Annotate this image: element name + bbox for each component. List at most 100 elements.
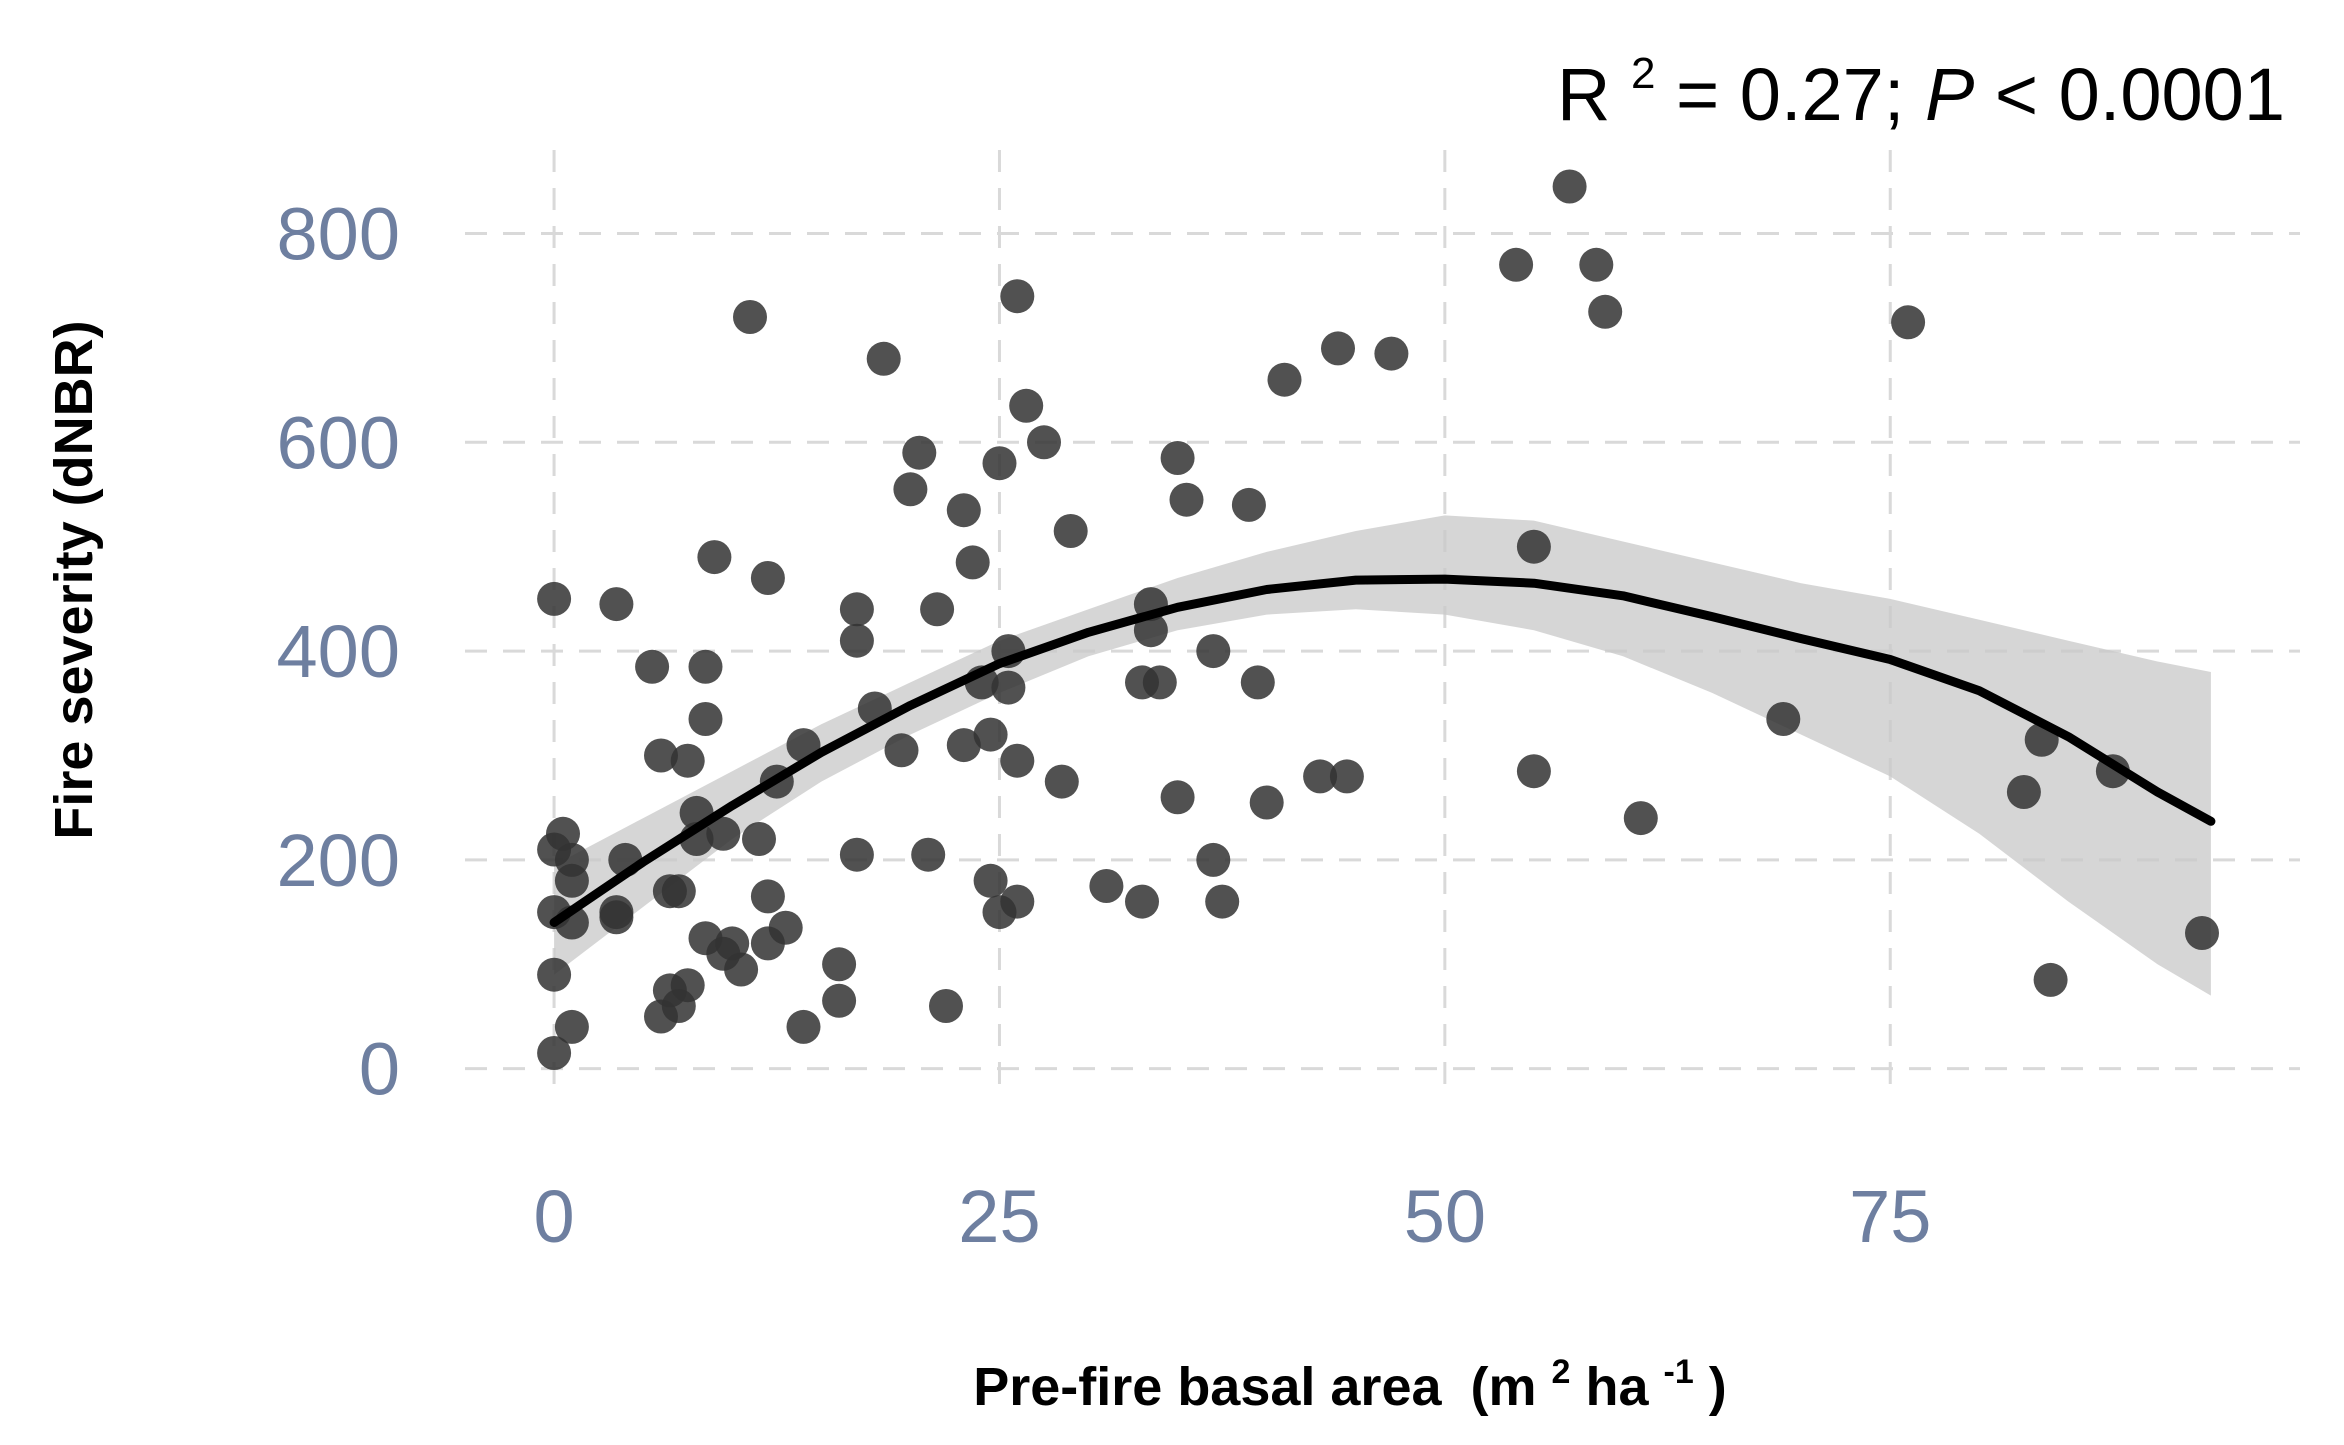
x-axis-unit-sup2: -1 bbox=[1664, 1353, 1694, 1391]
y-tick-label: 200 bbox=[277, 819, 400, 902]
data-point bbox=[1623, 801, 1658, 836]
data-point bbox=[973, 863, 1008, 898]
data-point bbox=[715, 926, 750, 961]
stat-r-sup: 2 bbox=[1631, 49, 1655, 98]
data-point bbox=[1766, 702, 1801, 736]
data-point bbox=[822, 947, 857, 982]
data-point bbox=[920, 592, 955, 627]
data-point bbox=[688, 649, 723, 684]
data-point bbox=[1499, 247, 1534, 282]
data-point bbox=[537, 957, 572, 992]
data-point bbox=[706, 816, 741, 851]
data-point bbox=[1027, 425, 1061, 460]
data-point bbox=[635, 649, 670, 684]
data-point bbox=[1516, 529, 1551, 564]
data-point bbox=[1125, 884, 1159, 919]
y-tick-labels: 0 200 400 600 800 bbox=[277, 193, 400, 1111]
data-point bbox=[786, 1009, 821, 1044]
y-tick-label: 0 bbox=[359, 1028, 400, 1111]
data-point bbox=[2006, 775, 2041, 809]
data-point bbox=[955, 545, 990, 580]
data-point bbox=[724, 952, 759, 987]
data-point bbox=[1240, 665, 1275, 700]
y-tick-label: 600 bbox=[277, 401, 400, 484]
data-point bbox=[1891, 305, 1926, 340]
data-point bbox=[1000, 884, 1035, 919]
data-point bbox=[1160, 780, 1195, 815]
data-point bbox=[839, 623, 874, 658]
data-point bbox=[2185, 916, 2219, 950]
x-tick-label: 75 bbox=[1849, 1175, 1931, 1258]
data-point bbox=[742, 822, 776, 856]
x-axis-label: Pre-fire basal area bbox=[973, 1357, 1442, 1417]
x-tick-labels: 0 25 50 75 bbox=[533, 1175, 1931, 1258]
data-point bbox=[1329, 759, 1364, 794]
y-tick-label: 800 bbox=[277, 193, 400, 276]
data-point bbox=[1205, 884, 1240, 919]
data-point bbox=[1303, 759, 1338, 794]
x-axis-unit-sup1: 2 bbox=[1552, 1353, 1571, 1391]
data-points bbox=[537, 169, 2219, 1070]
data-point bbox=[1053, 514, 1088, 548]
data-point bbox=[946, 728, 981, 763]
data-point bbox=[884, 733, 919, 768]
data-point bbox=[929, 989, 963, 1023]
data-point bbox=[1160, 441, 1195, 475]
data-point bbox=[1249, 785, 1284, 820]
data-point bbox=[1000, 743, 1035, 778]
y-tick-label: 400 bbox=[277, 610, 400, 693]
fit-line bbox=[549, 574, 2216, 927]
data-point bbox=[688, 702, 723, 736]
data-point bbox=[733, 300, 767, 334]
data-point bbox=[1044, 764, 1079, 799]
data-point bbox=[661, 874, 696, 909]
data-point bbox=[697, 540, 732, 575]
data-point bbox=[1142, 665, 1177, 700]
x-axis-unit-close: ) bbox=[1709, 1357, 1727, 1417]
data-point bbox=[1196, 634, 1231, 669]
x-axis-title: Pre-fire basal area (m 2 ha -1 ) bbox=[973, 1335, 1727, 1417]
stat-main: = 0.27; bbox=[1676, 53, 1925, 136]
data-point bbox=[670, 968, 705, 1003]
stat-p: P bbox=[1925, 53, 1974, 136]
data-point bbox=[768, 910, 803, 945]
x-tick-label: 50 bbox=[1404, 1175, 1486, 1258]
grid-lines bbox=[465, 150, 2300, 1100]
x-tick-label: 25 bbox=[958, 1175, 1040, 1258]
data-point bbox=[1579, 247, 1614, 282]
data-point bbox=[599, 587, 634, 622]
data-point bbox=[554, 842, 589, 877]
x-axis-unit-open: (m bbox=[1471, 1357, 1537, 1417]
data-point bbox=[911, 837, 946, 872]
data-point bbox=[1231, 487, 1266, 522]
data-point bbox=[1321, 331, 1355, 366]
data-point bbox=[546, 816, 580, 851]
data-point bbox=[839, 592, 874, 627]
data-point bbox=[1196, 842, 1231, 877]
data-point bbox=[750, 879, 785, 914]
data-point bbox=[2033, 962, 2068, 997]
data-point bbox=[1374, 336, 1409, 371]
data-point bbox=[599, 895, 634, 930]
stat-annotation: R 2 = 0.27; P < 0.0001 bbox=[1557, 21, 2285, 136]
data-point bbox=[537, 581, 572, 616]
data-point bbox=[1552, 169, 1587, 204]
data-point bbox=[1009, 388, 1044, 423]
data-point bbox=[537, 1036, 572, 1070]
data-point bbox=[1000, 279, 1035, 314]
data-point bbox=[982, 446, 1017, 481]
data-point bbox=[866, 341, 901, 376]
data-point bbox=[822, 983, 857, 1018]
x-axis-unit-mid: ha bbox=[1585, 1357, 1649, 1417]
stat-tail: < 0.0001 bbox=[1995, 53, 2285, 136]
data-point bbox=[1267, 362, 1302, 397]
data-point bbox=[1169, 482, 1204, 517]
data-point bbox=[750, 561, 785, 595]
data-point bbox=[946, 493, 981, 528]
data-point bbox=[973, 717, 1008, 752]
data-point bbox=[1516, 754, 1551, 789]
data-point bbox=[1588, 294, 1623, 329]
data-point bbox=[839, 837, 874, 872]
data-point bbox=[554, 1009, 589, 1044]
